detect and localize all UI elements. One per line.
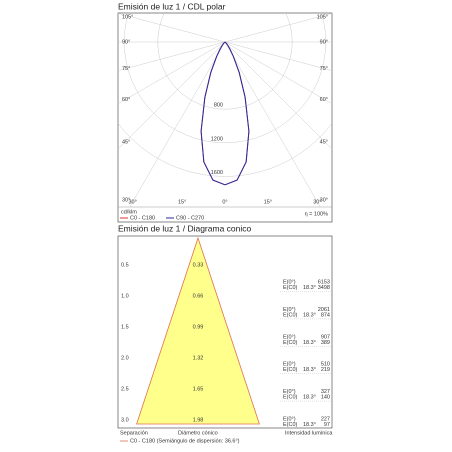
angle-label: 60° (122, 97, 130, 103)
e-label: E(C0) (283, 395, 298, 401)
e-value: 140 (321, 395, 330, 401)
height-label: 1.5 (121, 324, 129, 330)
angle-label: 18.3° (303, 395, 316, 401)
angle-label: 0° (222, 199, 227, 205)
e-label: E(0°) (283, 334, 296, 340)
angle-label: 45° (320, 139, 328, 145)
angle-label: 105° (122, 14, 133, 20)
e-value: 2061 (318, 307, 330, 313)
e-value: 97 (324, 422, 330, 428)
grid-spoke (118, 13, 226, 43)
e-label: E(C0) (283, 312, 298, 318)
unit-label: cd/klm (121, 209, 137, 215)
e-label: E(C0) (283, 422, 298, 428)
angle-label: 45° (122, 139, 130, 145)
angle-label: 105° (317, 14, 328, 20)
e-value: 3498 (318, 285, 330, 291)
efficiency: η = 100% (305, 211, 329, 217)
diameter-label: 1.32 (193, 355, 204, 361)
angle-label: 18.3° (303, 312, 316, 318)
cone-title: Emisión de luz 1 / Diagrama conico (118, 223, 252, 233)
angle-label: 30° (128, 199, 136, 205)
diameter-label: 1.98 (193, 417, 204, 423)
angle-label: 30° (122, 197, 130, 203)
e-label: E(0°) (283, 279, 296, 285)
height-label: 1.0 (121, 293, 129, 299)
angle-label: 18.3° (303, 367, 316, 373)
e-value: 874 (321, 312, 330, 318)
polar-title: Emisión de luz 1 / CDL polar (118, 1, 226, 11)
angle-label: 18.3° (303, 422, 316, 428)
angle-label: 15° (264, 199, 272, 205)
e-label: E(C0) (283, 367, 298, 373)
footer-label: Intensidad lumínica (285, 430, 333, 436)
e-label: E(0°) (283, 389, 296, 395)
r-tick-label: 1600 (211, 170, 223, 176)
grid-spoke (118, 41, 226, 71)
polar-labels: 800 1200 1600 105° 105° 90° 90° 75° 75° 60° 60° 45°… (120, 14, 328, 221)
diameter-label: 0.33 (193, 262, 204, 268)
angle-label: 75° (122, 66, 130, 72)
polar-frame (117, 12, 333, 223)
intensity-curve (224, 41, 250, 186)
r-tick-label: 1200 (211, 136, 223, 142)
angle-label: 90° (122, 39, 130, 45)
angle-label: 18.3° (303, 285, 316, 291)
grid-spoke (118, 41, 226, 150)
height-label: 2.5 (121, 386, 129, 392)
cone-frame (117, 235, 333, 429)
angle-label: 30° (313, 199, 321, 205)
footer-label: Separación (120, 430, 148, 436)
angle-label: 15° (178, 199, 186, 205)
height-label: 3.0 (121, 417, 129, 423)
cone (136, 236, 260, 425)
e-value: 389 (321, 340, 330, 346)
height-label: 2.0 (121, 355, 129, 361)
footer-label: Diámetro cónico (178, 430, 218, 436)
r-tick-label: 800 (214, 103, 223, 109)
diameter-label: 0.66 (193, 293, 204, 299)
angle-label: 75° (320, 66, 328, 72)
grid-spoke (224, 41, 332, 105)
e-label: E(0°) (283, 416, 296, 422)
e-value: 907 (321, 334, 330, 340)
grid-ring (118, 122, 332, 177)
height-label: 0.5 (121, 262, 129, 268)
grid-spoke (129, 41, 226, 207)
legend-label: C0 - C180 (Semiángulo de dispersión: 36.… (130, 438, 240, 444)
e-value: 6153 (318, 279, 330, 285)
e-value: 510 (321, 362, 330, 368)
e-label: E(C0) (283, 285, 298, 291)
legend-label: C90 - C270 (176, 215, 204, 221)
e-label: E(0°) (283, 362, 296, 368)
angle-label: 18.3° (303, 340, 316, 346)
e-value: 327 (321, 389, 330, 395)
diameter-label: 0.99 (193, 324, 204, 330)
diameter-label: 1.65 (193, 386, 204, 392)
intensity-curve (200, 41, 226, 186)
grid-spoke (224, 41, 321, 207)
legend-label: C0 - C180 (130, 215, 155, 221)
grid-spoke (224, 13, 332, 43)
grid-spoke (118, 41, 226, 105)
polar-plot (118, 13, 332, 207)
angle-label: 30° (320, 197, 328, 203)
e-value: 227 (321, 416, 330, 422)
angle-label: 90° (320, 39, 328, 45)
angle-label: 60° (320, 97, 328, 103)
grid-spoke (224, 41, 332, 150)
grid-spoke (224, 41, 332, 71)
e-label: E(C0) (283, 340, 298, 346)
e-label: E(0°) (283, 307, 296, 313)
e-value: 219 (321, 367, 330, 373)
